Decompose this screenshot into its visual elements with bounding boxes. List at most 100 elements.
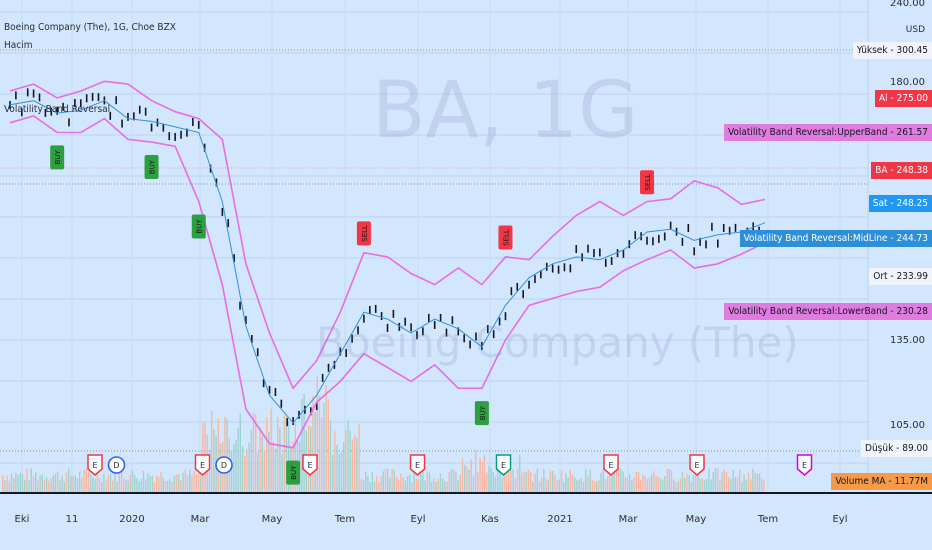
volume-bar <box>184 469 186 492</box>
buy-signal-label: BUY <box>54 150 62 165</box>
price-label: Volume MA - 11.77M <box>831 473 932 490</box>
volume-bar <box>516 468 519 492</box>
volume-bar <box>334 431 336 492</box>
price-label-value: 233.99 <box>896 271 928 282</box>
price-label-value: 275.00 <box>896 93 928 104</box>
buy-signal-label: BUY <box>479 405 487 420</box>
buy-signal-label: BUY <box>196 219 204 234</box>
time-tick-label: Tem <box>757 514 778 525</box>
volume-bar <box>486 472 488 492</box>
volume-bar <box>569 469 571 492</box>
volume-bar <box>479 457 481 492</box>
buy-signal <box>144 155 159 180</box>
volume-bar <box>431 481 433 492</box>
price-label-name: Düşük - <box>865 443 903 454</box>
volume-bar <box>316 375 318 492</box>
volume-bar <box>666 468 668 492</box>
time-axis-background <box>0 492 932 550</box>
volume-bar <box>301 399 303 492</box>
volume-bar <box>189 469 191 492</box>
volume-bar <box>345 429 347 492</box>
volume-bar <box>125 479 127 492</box>
symbol-title: Boeing Company (The), 1G, Choe BZX <box>4 22 176 33</box>
volume-bar <box>318 395 321 492</box>
volume-bar <box>79 471 81 492</box>
volume-bar <box>521 472 523 492</box>
volume-bar <box>266 417 268 492</box>
volume-bar <box>552 470 554 492</box>
volume-bar <box>505 468 508 492</box>
volume-bar <box>701 478 703 492</box>
price-label-value: 89.00 <box>902 443 928 454</box>
volume-bar <box>270 408 272 492</box>
volume-bar <box>448 472 450 492</box>
volume-bar <box>109 473 112 492</box>
volume-bar <box>230 450 233 492</box>
volume-bar <box>329 420 332 492</box>
volume-bar <box>131 470 134 492</box>
volume-bar <box>103 473 105 492</box>
volume-bar <box>336 444 338 492</box>
volume-bar <box>417 478 420 492</box>
volume-bar <box>596 481 598 492</box>
volume-bar <box>400 473 402 492</box>
volume-bar <box>420 473 422 492</box>
volume-bar <box>525 471 527 492</box>
volume-bar <box>15 472 17 492</box>
price-label: BA - 248.38 <box>871 162 932 179</box>
volume-bar <box>279 427 281 492</box>
volume-bar <box>76 478 79 492</box>
volume-bar <box>461 458 464 492</box>
volume-bar <box>349 430 351 492</box>
volume-bar <box>195 474 197 492</box>
volume-bar <box>609 471 611 492</box>
volume-bar <box>490 468 492 492</box>
volume-bar <box>538 481 541 492</box>
volume-bar <box>668 468 670 492</box>
volume-bar <box>437 478 439 492</box>
volume-bar <box>754 473 756 492</box>
volume-bar <box>4 480 6 492</box>
volume-bar <box>635 472 637 492</box>
volume-bar <box>411 481 413 492</box>
event-marker-label: D <box>113 461 119 470</box>
time-tick-label: Mar <box>191 514 211 525</box>
volume-bar <box>92 477 94 492</box>
volume-bar <box>424 480 426 492</box>
volume-bar <box>208 449 211 492</box>
volume-bar <box>439 473 442 492</box>
volume-bar <box>730 478 732 492</box>
volume-bar <box>162 478 164 492</box>
volume-bar <box>631 479 633 492</box>
volume-bar <box>57 471 59 492</box>
volume-bar <box>488 465 490 492</box>
sell-signal-label: SELL <box>644 174 652 191</box>
volume-bar <box>499 466 501 492</box>
volume-bar <box>604 479 607 492</box>
earnings-marker <box>194 454 211 476</box>
volume-bar <box>213 429 215 492</box>
volume-bar <box>602 469 604 492</box>
volume-bar <box>554 474 556 492</box>
volume-legend[interactable]: Hacim <box>4 40 33 51</box>
indicator-legend[interactable]: Volatility Band Reversal <box>4 104 111 115</box>
volume-bar <box>167 480 169 492</box>
volume-bar <box>519 454 521 492</box>
volume-bar <box>547 480 549 492</box>
buy-signal <box>191 214 206 239</box>
volume-bar <box>252 413 255 492</box>
volume-bar <box>618 468 620 492</box>
volume-bar <box>257 452 259 492</box>
volume-bar <box>404 480 406 492</box>
volume-bar <box>24 479 26 492</box>
volume-bar <box>140 478 142 492</box>
price-label: Yüksek - 300.45 <box>852 42 932 59</box>
volume-bar <box>277 416 279 492</box>
price-label-name: Volatility Band Reversal:UpperBand - <box>728 127 897 138</box>
time-tick-label: Eki <box>15 514 30 525</box>
volume-bar <box>402 477 404 492</box>
event-marker-label: E <box>415 461 420 470</box>
volume-bar <box>444 480 446 492</box>
